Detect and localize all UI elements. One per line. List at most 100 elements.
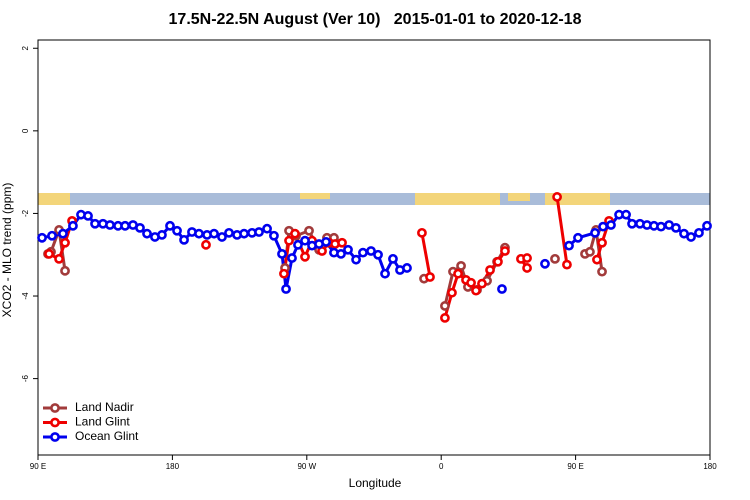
data-point [281,284,291,294]
data-point [573,232,583,243]
data-point [47,230,57,241]
data-point [284,235,294,246]
data-point [598,221,608,232]
data-point [466,277,476,288]
data-point [522,253,532,263]
data-point [373,249,383,260]
y-tick-label: -2 [21,209,30,217]
data-point [201,239,211,250]
data-point [165,220,175,231]
data-point [597,266,607,277]
data-point [336,249,346,259]
land-patch [508,193,530,201]
data-point [425,272,435,282]
legend-marker [50,403,60,413]
data-point [471,285,481,296]
data-point [105,220,115,230]
data-point [321,237,331,247]
y-tick-label: -4 [21,292,30,300]
data-point [277,249,287,259]
y-tick-label: 2 [21,45,30,50]
data-point [380,268,390,279]
data-point [440,313,450,323]
data-point [440,301,450,311]
data-point [194,228,204,239]
ocean-strip [38,193,710,205]
data-point [358,247,368,258]
data-point [388,253,398,264]
data-point [68,220,78,231]
data-point [456,260,466,271]
data-point [37,232,47,243]
data-point [606,220,616,230]
y-tick-label: 0 [21,128,30,133]
data-point [90,218,100,229]
data-point [60,237,70,248]
legend-label: Land Nadir [75,400,134,414]
data-point [304,225,314,236]
chart-title: 17.5N-22.5N August (Ver 10) 2015-01-01 t… [169,11,582,28]
data-point [287,253,297,263]
data-point [540,258,550,269]
data-point [351,254,361,265]
data-point [254,227,264,237]
data-point [239,228,249,239]
x-tick-label: 90 E [567,462,583,471]
data-point [269,230,279,241]
data-point [290,228,300,239]
data-point [522,263,532,273]
data-point [671,222,681,233]
data-point [293,239,303,250]
x-axis-label: Longitude [349,476,402,490]
y-axis-label: XCO2 - MLO trend (ppm) [0,183,14,318]
data-point [500,246,510,256]
data-point [497,284,507,294]
data-point [300,251,310,262]
data-point [656,221,666,232]
data-point [58,228,68,239]
data-point [597,237,607,248]
data-point [477,278,487,289]
data-point [142,228,152,239]
data-point [447,287,457,298]
x-tick-label: 180 [166,462,180,471]
data-point [453,268,463,279]
data-point [60,265,70,276]
data-point [590,227,600,238]
x-tick-label: 0 [439,462,444,471]
data-point [627,218,637,229]
data-point [279,268,289,279]
data-point [493,256,503,267]
data-point [262,223,272,234]
data-point [179,234,189,245]
data-point [54,253,64,264]
data-point [366,246,376,256]
data-point [44,249,54,259]
y-tick-label: -6 [21,375,30,383]
data-point [157,230,167,240]
data-point [172,225,182,236]
map-strip [38,193,710,205]
data-point [485,265,495,275]
data-point [621,209,631,220]
data-point [686,232,696,242]
data-point [343,244,353,255]
data-point [592,254,602,265]
legend-marker [50,432,60,442]
data-point [564,240,574,251]
legend-label: Ocean Glint [75,429,139,443]
x-tick-label: 90 W [297,462,316,471]
legend-marker [50,417,60,428]
data-point [402,263,412,273]
land-patch [38,193,70,205]
data-point [120,220,130,231]
data-point [550,253,560,264]
land-patch [300,193,330,199]
data-point [217,232,227,242]
data-point [209,228,219,239]
data-point [552,192,562,202]
data-point [585,246,595,257]
legend-label: Land Glint [75,415,130,429]
